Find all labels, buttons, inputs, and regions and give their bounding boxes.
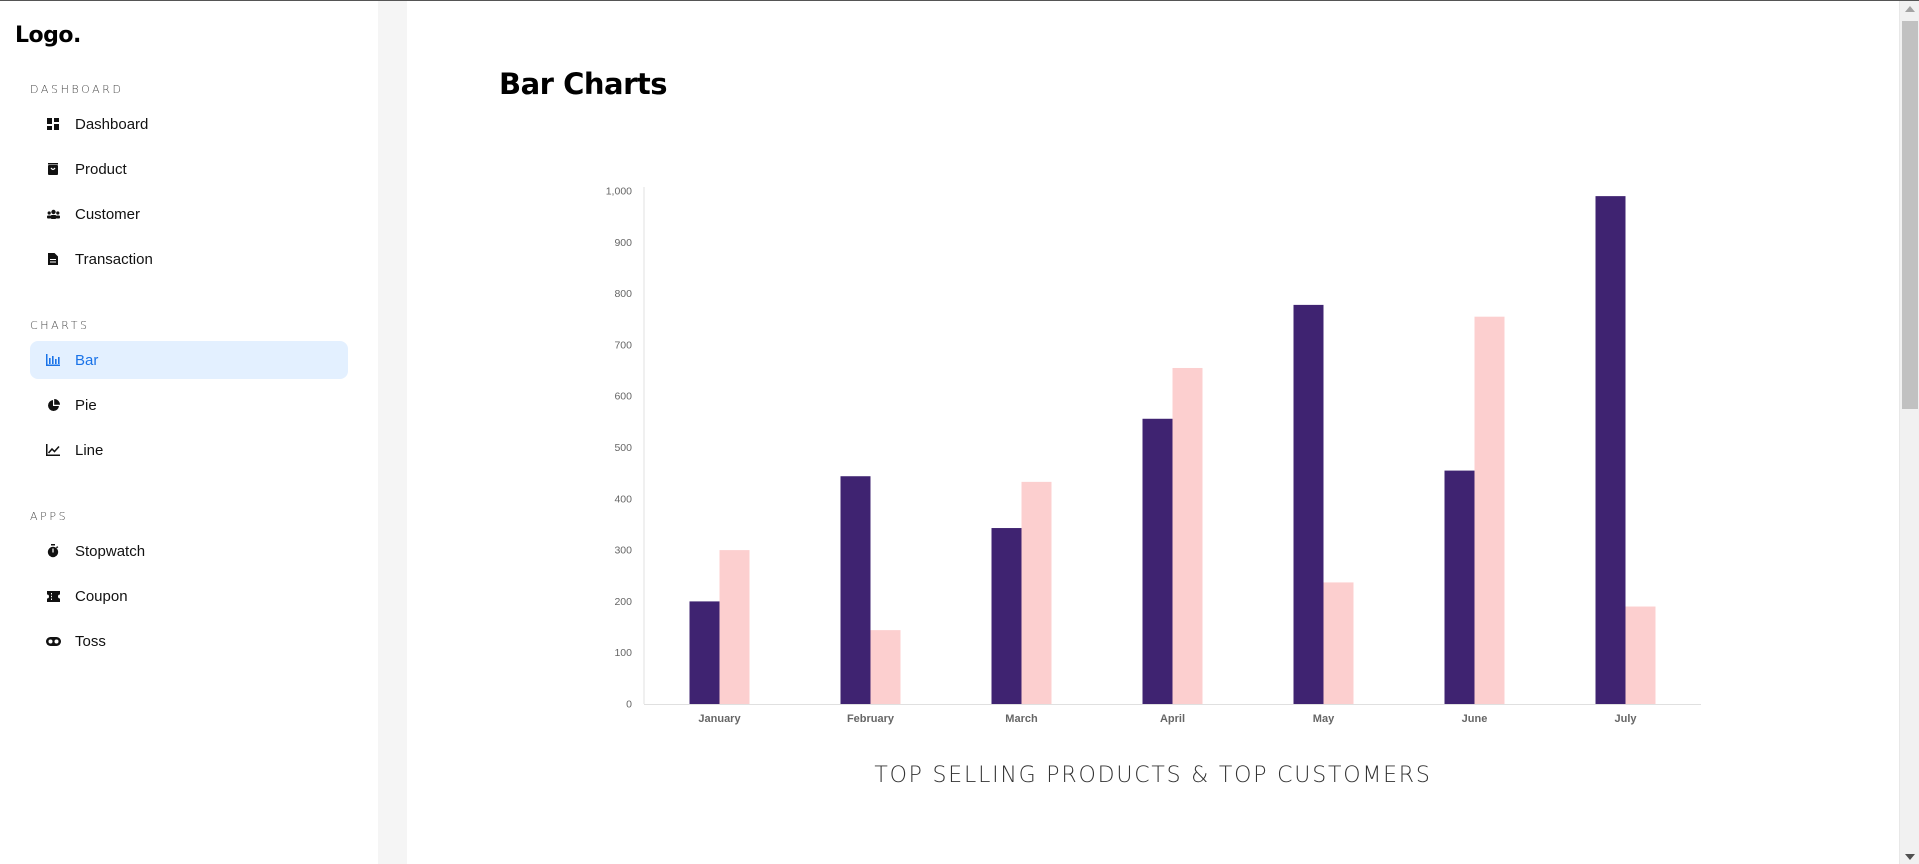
sidebar-item-stopwatch[interactable]: Stopwatch	[30, 532, 348, 570]
scrollbar-thumb[interactable]	[1902, 21, 1918, 409]
x-tick-label: July	[1614, 713, 1637, 725]
bar-series-2	[1172, 367, 1203, 704]
section-title-apps: APPS	[30, 510, 69, 523]
sidebar: Logo. DASHBOARD Dashboard Product Custom…	[0, 1, 378, 864]
bar-series-2	[1474, 316, 1505, 704]
stopwatch-icon	[45, 543, 61, 559]
bar-series-1	[991, 528, 1022, 704]
logo[interactable]: Logo.	[15, 23, 81, 48]
sidebar-item-product[interactable]: Product	[30, 150, 348, 188]
section-title-charts: CHARTS	[30, 319, 90, 332]
sidebar-item-transaction[interactable]: Transaction	[30, 240, 348, 278]
bar-series-2	[1021, 481, 1052, 704]
bar-series-1	[1293, 304, 1324, 704]
y-tick-label: 300	[614, 545, 632, 557]
bar-chart-icon	[45, 352, 61, 368]
y-tick-label: 200	[614, 596, 632, 608]
y-tick-label: 700	[614, 339, 632, 351]
sidebar-item-label: Transaction	[75, 250, 153, 268]
y-tick-label: 0	[626, 699, 632, 711]
main-content: Bar Charts 0 100 200 300 400 500 600 700 800 900 1…	[407, 1, 1899, 864]
bar-series-2	[1625, 606, 1656, 704]
x-tick-label: April	[1160, 713, 1185, 725]
sidebar-item-label: Pie	[75, 396, 97, 414]
x-tick-label: March	[1005, 713, 1038, 725]
content-gutter	[378, 1, 407, 864]
section-dashboard: DASHBOARD Dashboard Product Customer Tra…	[30, 83, 348, 285]
sidebar-item-coupon[interactable]: Coupon	[30, 577, 348, 615]
section-title-dashboard: DASHBOARD	[30, 83, 124, 96]
ticket-icon	[45, 588, 61, 604]
bar-series-1	[840, 476, 871, 704]
bar-series-2	[870, 630, 901, 704]
x-tick-label: May	[1313, 713, 1335, 725]
sidebar-item-label: Product	[75, 160, 127, 178]
bar-series-2	[1323, 582, 1354, 704]
sidebar-item-label: Customer	[75, 205, 141, 223]
sidebar-item-toss[interactable]: Toss	[30, 622, 348, 660]
bar-series-1	[689, 601, 720, 704]
x-tick-label: June	[1462, 713, 1488, 725]
y-tick-label: 1,000	[606, 186, 632, 198]
line-chart-icon	[45, 442, 61, 458]
y-tick-label: 600	[614, 391, 632, 403]
dashboard-icon	[45, 116, 61, 132]
bar-chart: 0 100 200 300 400 500 600 700 800 900 1,000 January…	[606, 186, 1701, 725]
bar-series-1	[1595, 196, 1626, 704]
coin-toss-icon	[45, 633, 61, 649]
page-title: Bar Charts	[499, 67, 668, 101]
scroll-up-arrow-icon[interactable]	[1905, 6, 1915, 12]
bar-series-2	[719, 550, 750, 704]
vertical-scrollbar[interactable]	[1899, 1, 1919, 864]
chart-caption: TOP SELLING PRODUCTS & TOP CUSTOMERS	[874, 763, 1432, 788]
sidebar-item-label: Coupon	[75, 587, 128, 605]
y-tick-label: 100	[614, 647, 632, 659]
sidebar-item-label: Bar	[75, 351, 99, 369]
section-charts: CHARTS Bar Pie Line	[30, 319, 348, 476]
window-top-border	[0, 0, 1919, 1]
bar-series-1	[1142, 418, 1173, 704]
y-tick-label: 800	[614, 288, 632, 300]
x-tick-label: February	[847, 713, 895, 725]
sidebar-item-pie[interactable]: Pie	[30, 386, 348, 424]
section-apps: APPS Stopwatch Coupon Toss	[30, 510, 348, 667]
people-icon	[45, 206, 61, 222]
sidebar-item-label: Dashboard	[75, 115, 149, 133]
scroll-down-arrow-icon[interactable]	[1905, 854, 1915, 860]
sidebar-item-label: Line	[75, 441, 104, 459]
sidebar-item-bar[interactable]: Bar	[30, 341, 348, 379]
sidebar-item-customer[interactable]: Customer	[30, 195, 348, 233]
x-tick-label: January	[698, 713, 741, 725]
y-tick-label: 900	[614, 237, 632, 249]
y-tick-label: 400	[614, 493, 632, 505]
sidebar-item-dashboard[interactable]: Dashboard	[30, 105, 348, 143]
shopping-bag-icon	[45, 161, 61, 177]
sidebar-item-label: Stopwatch	[75, 542, 146, 560]
sidebar-item-line[interactable]: Line	[30, 431, 348, 469]
y-tick-label: 500	[614, 442, 632, 454]
document-icon	[45, 251, 61, 267]
bar-series-1	[1444, 470, 1475, 704]
sidebar-item-label: Toss	[75, 632, 106, 650]
pie-chart-icon	[45, 397, 61, 413]
